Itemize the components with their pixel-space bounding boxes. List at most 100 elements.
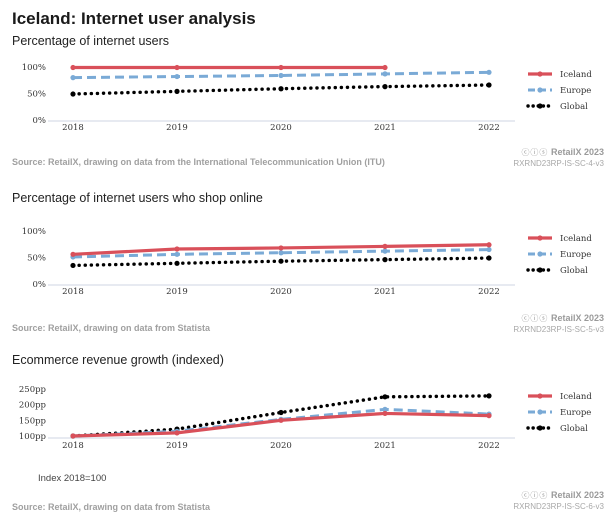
license-icons: ⓒⓘⓢ xyxy=(521,314,549,323)
data-point-iceland xyxy=(278,64,284,71)
data-point-iceland xyxy=(278,245,284,251)
data-point-global xyxy=(486,255,492,261)
legend-label-global: Global xyxy=(560,102,588,112)
brand-mark-1: ⓒⓘⓢ RetailX 2023 RXRND23RP-IS-SC-4-v3 xyxy=(513,147,604,169)
series-line-global xyxy=(71,394,491,438)
data-point-europe xyxy=(278,250,284,256)
data-point-iceland xyxy=(278,417,284,423)
data-point-global xyxy=(382,84,388,90)
x-tick-label: 2018 xyxy=(62,441,84,451)
chart-ecommerce-growth: 100pp 150pp 200pp 250pp 2018 2019 2020 2021 2022… xyxy=(19,385,593,451)
chart-title-internet-users: Percentage of internet users xyxy=(12,34,170,48)
data-point-iceland xyxy=(486,413,492,419)
chart-online-shoppers: 0% 50% 100% 2018 2019 2020 2021 2022 Iceland Euro… xyxy=(22,227,593,297)
data-point-iceland xyxy=(70,433,76,439)
y-tick-label: 50% xyxy=(27,90,46,100)
legend-label-europe: Europe xyxy=(560,250,591,260)
legend-marker-global xyxy=(537,425,543,431)
x-tick-label: 2020 xyxy=(270,123,292,133)
legend-marker-iceland xyxy=(537,71,543,77)
x-tick-label: 2022 xyxy=(478,441,500,451)
data-point-europe xyxy=(174,73,180,80)
y-tick-label: 50% xyxy=(27,254,46,264)
data-point-global xyxy=(278,409,284,416)
y-tick-label: 150pp xyxy=(19,416,47,426)
data-point-global xyxy=(486,393,492,399)
data-point-iceland xyxy=(382,243,388,249)
legend-marker-europe xyxy=(537,87,543,93)
y-tick-label: 100pp xyxy=(19,432,47,442)
x-tick-label: 2021 xyxy=(374,441,396,451)
data-point-iceland xyxy=(70,251,76,257)
chart-title-ecommerce-growth: Ecommerce revenue growth (indexed) xyxy=(12,353,224,367)
data-point-europe xyxy=(486,69,492,75)
data-point-global xyxy=(382,394,388,400)
x-tick-label: 2020 xyxy=(270,287,292,297)
brand-name: RetailX 2023 xyxy=(550,147,604,157)
legend-marker-iceland xyxy=(537,393,543,399)
legend-label-iceland: Iceland xyxy=(560,70,592,80)
y-tick-label: 0% xyxy=(33,116,47,126)
chart-title-online-shoppers: Percentage of internet users who shop on… xyxy=(12,191,263,205)
data-point-europe xyxy=(174,251,180,257)
index-note: Index 2018=100 xyxy=(38,473,107,484)
legend-marker-global xyxy=(537,103,543,109)
data-point-iceland xyxy=(382,410,388,417)
x-tick-label: 2022 xyxy=(478,123,500,133)
legend-label-europe: Europe xyxy=(560,408,591,418)
data-point-iceland xyxy=(174,246,180,252)
brand-mark-2: ⓒⓘⓢ RetailX 2023 RXRND23RP-IS-SC-5-v3 xyxy=(513,313,604,335)
legend-label-iceland: Iceland xyxy=(560,234,592,244)
legend-label-global: Global xyxy=(560,266,588,276)
data-point-europe xyxy=(486,246,492,253)
x-tick-label: 2021 xyxy=(374,287,396,297)
chart-internet-users: 0% 50% 100% 2018 2019 2020 2021 2022 Iceland Euro… xyxy=(22,63,593,133)
legend-marker-europe xyxy=(537,251,543,257)
y-tick-label: 100% xyxy=(22,63,46,73)
chart-id: RXRND23RP-IS-SC-4-v3 xyxy=(513,159,604,168)
x-tick-label: 2022 xyxy=(478,287,500,297)
source-note-2: Source: RetailX, drawing on data from St… xyxy=(12,323,211,333)
x-tick-label: 2019 xyxy=(166,287,188,297)
legend-label-global: Global xyxy=(560,424,588,434)
data-point-europe xyxy=(382,71,388,77)
data-point-global xyxy=(486,82,492,88)
y-tick-label: 100% xyxy=(22,227,46,237)
brand-name: RetailX 2023 xyxy=(550,490,604,500)
data-point-europe xyxy=(382,406,388,412)
data-point-global xyxy=(382,257,388,263)
data-point-europe xyxy=(278,72,284,79)
chart-id: RXRND23RP-IS-SC-5-v3 xyxy=(513,325,604,334)
legend-marker-iceland xyxy=(537,235,543,241)
x-tick-label: 2018 xyxy=(62,123,84,133)
data-point-europe xyxy=(70,75,76,81)
data-point-global xyxy=(70,91,76,97)
data-point-global xyxy=(278,86,284,92)
legend-marker-europe xyxy=(537,409,543,415)
data-point-iceland xyxy=(382,64,388,71)
brand-name: RetailX 2023 xyxy=(550,313,604,323)
source-note-3: Source: RetailX, drawing on data from St… xyxy=(12,502,211,512)
x-tick-label: 2019 xyxy=(166,123,188,133)
page-title: Iceland: Internet user analysis xyxy=(12,9,256,28)
y-tick-label: 200pp xyxy=(19,401,47,411)
legend-label-europe: Europe xyxy=(560,86,591,96)
brand-mark-3: ⓒⓘⓢ RetailX 2023 RXRND23RP-IS-SC-6-v3 xyxy=(513,490,604,512)
x-tick-label: 2018 xyxy=(62,287,84,297)
license-icons: ⓒⓘⓢ xyxy=(521,148,549,157)
legend-marker-global xyxy=(537,267,543,273)
data-point-europe xyxy=(382,248,388,254)
data-point-global xyxy=(278,258,284,264)
legend-label-iceland: Iceland xyxy=(560,392,592,402)
data-point-iceland xyxy=(174,430,180,436)
x-tick-label: 2019 xyxy=(166,441,188,451)
data-point-iceland xyxy=(486,242,492,248)
source-note-1: Source: RetailX, drawing on data from th… xyxy=(12,157,385,167)
x-tick-label: 2021 xyxy=(374,123,396,133)
data-point-iceland xyxy=(174,64,180,71)
chart-id: RXRND23RP-IS-SC-6-v3 xyxy=(513,502,604,511)
y-tick-label: 0% xyxy=(33,280,47,290)
y-tick-label: 250pp xyxy=(19,385,47,395)
license-icons: ⓒⓘⓢ xyxy=(521,491,549,500)
data-point-global xyxy=(174,88,180,94)
